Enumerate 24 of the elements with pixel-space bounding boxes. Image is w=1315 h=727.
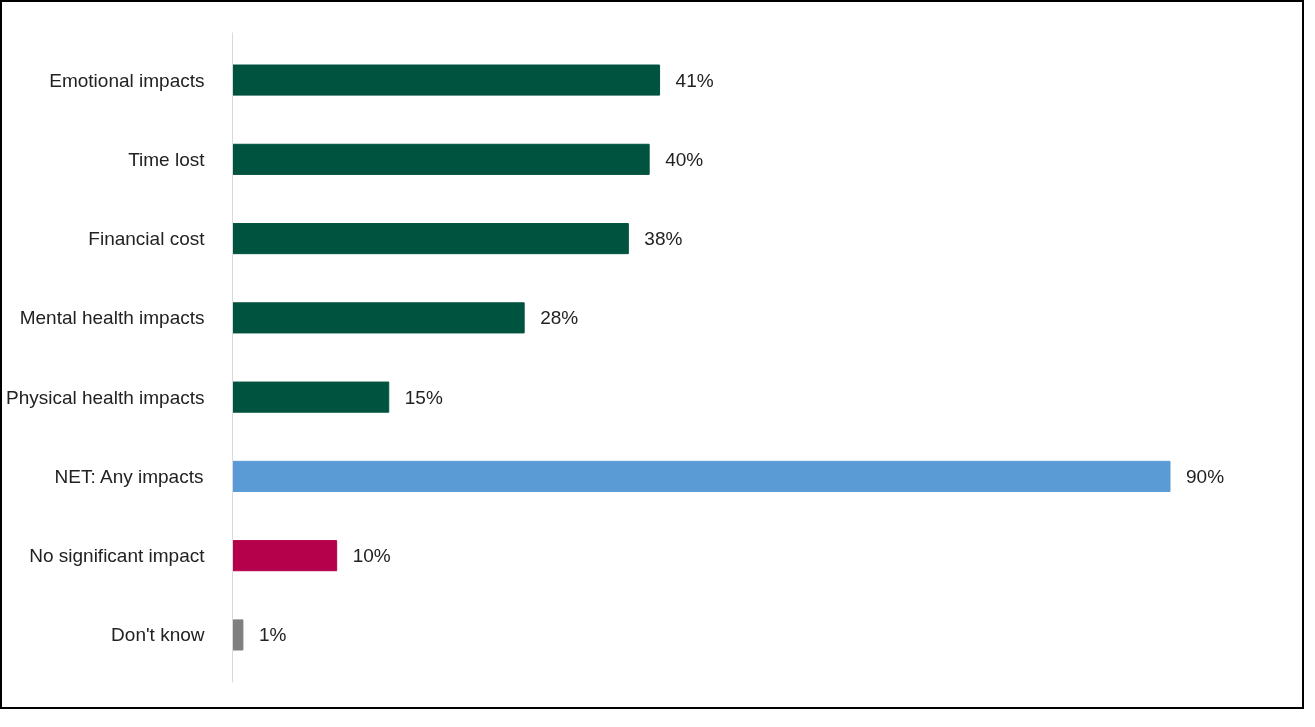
bar [232,143,650,175]
bar [232,223,629,255]
data-label: 10% [352,545,391,567]
data-label: 28% [540,307,579,329]
y-tick-label: Mental health impacts [19,307,205,329]
data-label: 38% [644,228,683,250]
bar [232,540,338,572]
data-label: 1% [258,624,287,646]
y-tick-label: No significant impact [29,545,206,567]
y-tick-label: Emotional impacts [49,69,205,91]
bar [232,381,390,413]
y-tick-label: Time lost [128,148,206,170]
data-label: 15% [404,386,443,408]
data-label: 40% [665,148,704,170]
y-tick-label: Financial cost [88,228,206,250]
data-label: 90% [1186,465,1225,487]
bar [232,302,525,334]
bar [232,619,244,651]
y-tick-label: NET: Any impacts [54,465,204,487]
y-tick-label: Physical health impacts [5,386,205,408]
bar [232,64,661,96]
y-tick-label: Don't know [111,624,205,646]
data-label: 41% [675,69,714,91]
bar [232,460,1171,492]
